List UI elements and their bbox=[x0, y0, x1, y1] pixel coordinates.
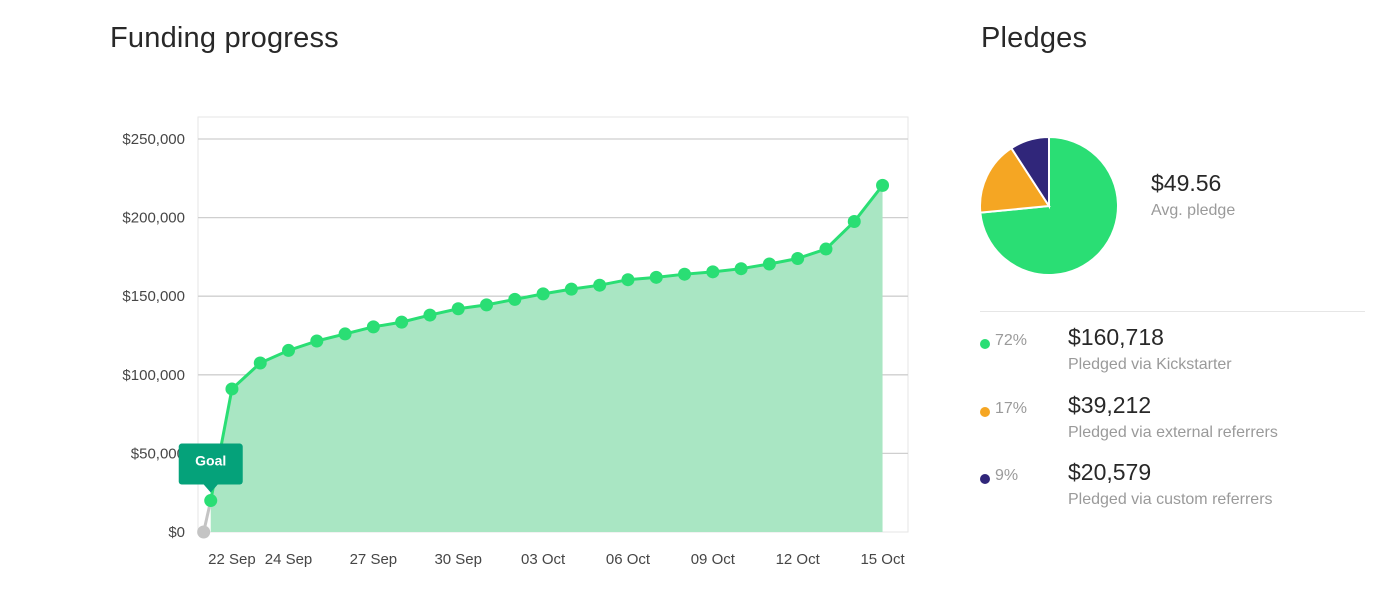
y-tick-label: $100,000 bbox=[122, 367, 185, 384]
legend-label: Pledged via Kickstarter bbox=[1068, 356, 1232, 373]
data-point bbox=[649, 270, 663, 284]
legend-amount: $160,718 bbox=[1068, 324, 1164, 350]
y-tick-label: $150,000 bbox=[122, 288, 185, 305]
x-tick-label: 12 Oct bbox=[776, 551, 821, 568]
x-tick-label: 03 Oct bbox=[521, 551, 566, 568]
legend-amount: $20,579 bbox=[1068, 459, 1152, 485]
avg-pledge-label: Avg. pledge bbox=[1151, 202, 1236, 219]
goal-badge bbox=[178, 443, 243, 485]
legend-dot bbox=[980, 339, 990, 349]
data-point bbox=[678, 267, 692, 281]
legend-dot bbox=[980, 474, 990, 484]
data-point bbox=[621, 273, 635, 287]
pie-slice bbox=[979, 146, 1051, 214]
legend-percent: 72% bbox=[995, 332, 1028, 349]
x-tick-label: 30 Sep bbox=[434, 551, 482, 568]
data-point bbox=[536, 287, 550, 301]
data-point bbox=[366, 320, 380, 334]
data-point bbox=[225, 382, 239, 396]
data-point bbox=[253, 356, 267, 370]
pledges-title: Pledges bbox=[981, 22, 1088, 54]
data-point bbox=[876, 178, 890, 192]
pledges-pie-chart bbox=[979, 135, 1119, 276]
y-tick-label: $250,000 bbox=[122, 131, 185, 148]
legend-percent: 17% bbox=[995, 400, 1028, 417]
legend-percent: 9% bbox=[995, 467, 1019, 484]
divider bbox=[980, 311, 1365, 312]
data-point bbox=[706, 265, 720, 279]
start-point bbox=[197, 525, 211, 539]
avg-pledge-value: $49.56 bbox=[1151, 170, 1222, 196]
data-point bbox=[508, 292, 522, 306]
data-point bbox=[734, 262, 748, 276]
goal-marker: Goal bbox=[178, 443, 243, 493]
funding-progress-title: Funding progress bbox=[110, 22, 339, 54]
x-tick-label: 24 Sep bbox=[265, 551, 313, 568]
data-point bbox=[593, 278, 607, 292]
pie-slice bbox=[1009, 135, 1050, 210]
data-point bbox=[282, 343, 296, 357]
data-point bbox=[819, 242, 833, 256]
x-tick-label: 06 Oct bbox=[606, 551, 651, 568]
x-tick-label: 15 Oct bbox=[860, 551, 905, 568]
data-point bbox=[791, 251, 805, 265]
y-tick-label: $0 bbox=[168, 524, 185, 541]
data-point bbox=[480, 298, 494, 312]
legend-amount: $39,212 bbox=[1068, 392, 1152, 418]
data-point bbox=[423, 308, 437, 322]
y-tick-label: $200,000 bbox=[122, 210, 185, 227]
legend-label: Pledged via external referrers bbox=[1068, 424, 1278, 441]
funding-progress-chart: $0 $50,000 $100,000 $150,000 $200,000 $250,00… bbox=[122, 116, 909, 568]
data-point bbox=[310, 334, 324, 348]
data-point bbox=[762, 257, 776, 271]
data-point bbox=[451, 302, 465, 316]
x-tick-label: 22 Sep bbox=[208, 551, 256, 568]
legend-label: Pledged via custom referrers bbox=[1068, 491, 1273, 508]
funding-area bbox=[210, 185, 883, 532]
y-tick-label: $50,000 bbox=[131, 445, 185, 462]
x-tick-label: 09 Oct bbox=[691, 551, 736, 568]
avg-pledge: $49.56 Avg. pledge bbox=[1151, 170, 1235, 220]
goal-label: Goal bbox=[195, 453, 226, 469]
x-tick-label: 27 Sep bbox=[350, 551, 398, 568]
data-point bbox=[204, 494, 218, 508]
legend-dot bbox=[980, 407, 990, 417]
goal-pointer bbox=[203, 484, 218, 493]
data-point bbox=[564, 282, 578, 296]
data-point bbox=[395, 315, 409, 329]
data-point bbox=[338, 327, 352, 341]
data-point bbox=[847, 215, 861, 229]
